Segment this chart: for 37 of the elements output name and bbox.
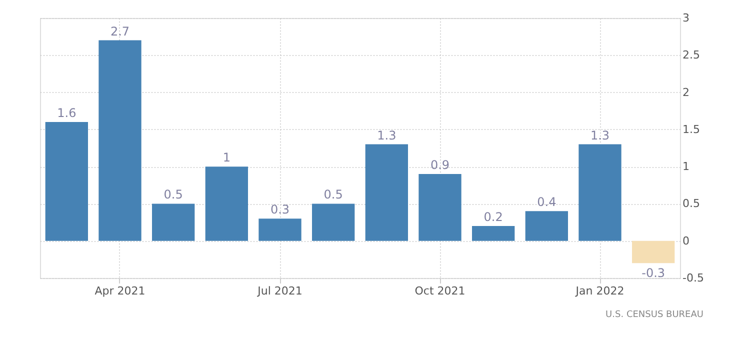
bar — [205, 166, 248, 241]
text: U.S. CENSUS BUREAU — [606, 310, 704, 320]
bar — [312, 204, 355, 241]
bar — [365, 144, 408, 241]
x-tick-label: Oct 2021 — [414, 284, 466, 298]
bar — [98, 40, 142, 241]
bar — [578, 144, 622, 241]
data-label: 0.4 — [537, 195, 556, 210]
bar — [525, 211, 568, 241]
data-label: 0.5 — [164, 188, 183, 202]
data-label: 1.3 — [590, 128, 610, 142]
data-label: 0.5 — [324, 188, 343, 202]
y-tick-label: 3 — [682, 12, 690, 24]
x-tick-label: Jan 2022 — [574, 284, 624, 298]
data-label: 0.9 — [430, 158, 450, 172]
data-label: 0.2 — [484, 210, 503, 224]
bar — [152, 204, 195, 241]
y-tick-label: 1.5 — [682, 122, 700, 136]
data-label: 1 — [222, 150, 230, 165]
data-label: 1.6 — [57, 106, 76, 120]
data-label: -0.3 — [642, 266, 666, 280]
bar — [258, 218, 302, 241]
y-tick-label: 2.5 — [682, 48, 700, 62]
bar — [472, 226, 515, 241]
y-tick-label: 2 — [682, 86, 690, 99]
data-label: 0.3 — [270, 202, 290, 217]
y-tick-label: -0.5 — [682, 272, 704, 284]
y-tick-label: 0.5 — [682, 197, 700, 210]
x-tick-label: Apr 2021 — [94, 284, 146, 298]
y-tick-label: 0 — [682, 234, 690, 248]
x-tick-label: Jul 2021 — [256, 284, 302, 298]
bar — [418, 174, 462, 241]
data-label: 1.3 — [377, 128, 396, 142]
data-label: 2.7 — [110, 24, 130, 38]
bar — [632, 240, 675, 264]
y-tick-label: 1 — [682, 160, 690, 174]
bar — [45, 122, 88, 241]
